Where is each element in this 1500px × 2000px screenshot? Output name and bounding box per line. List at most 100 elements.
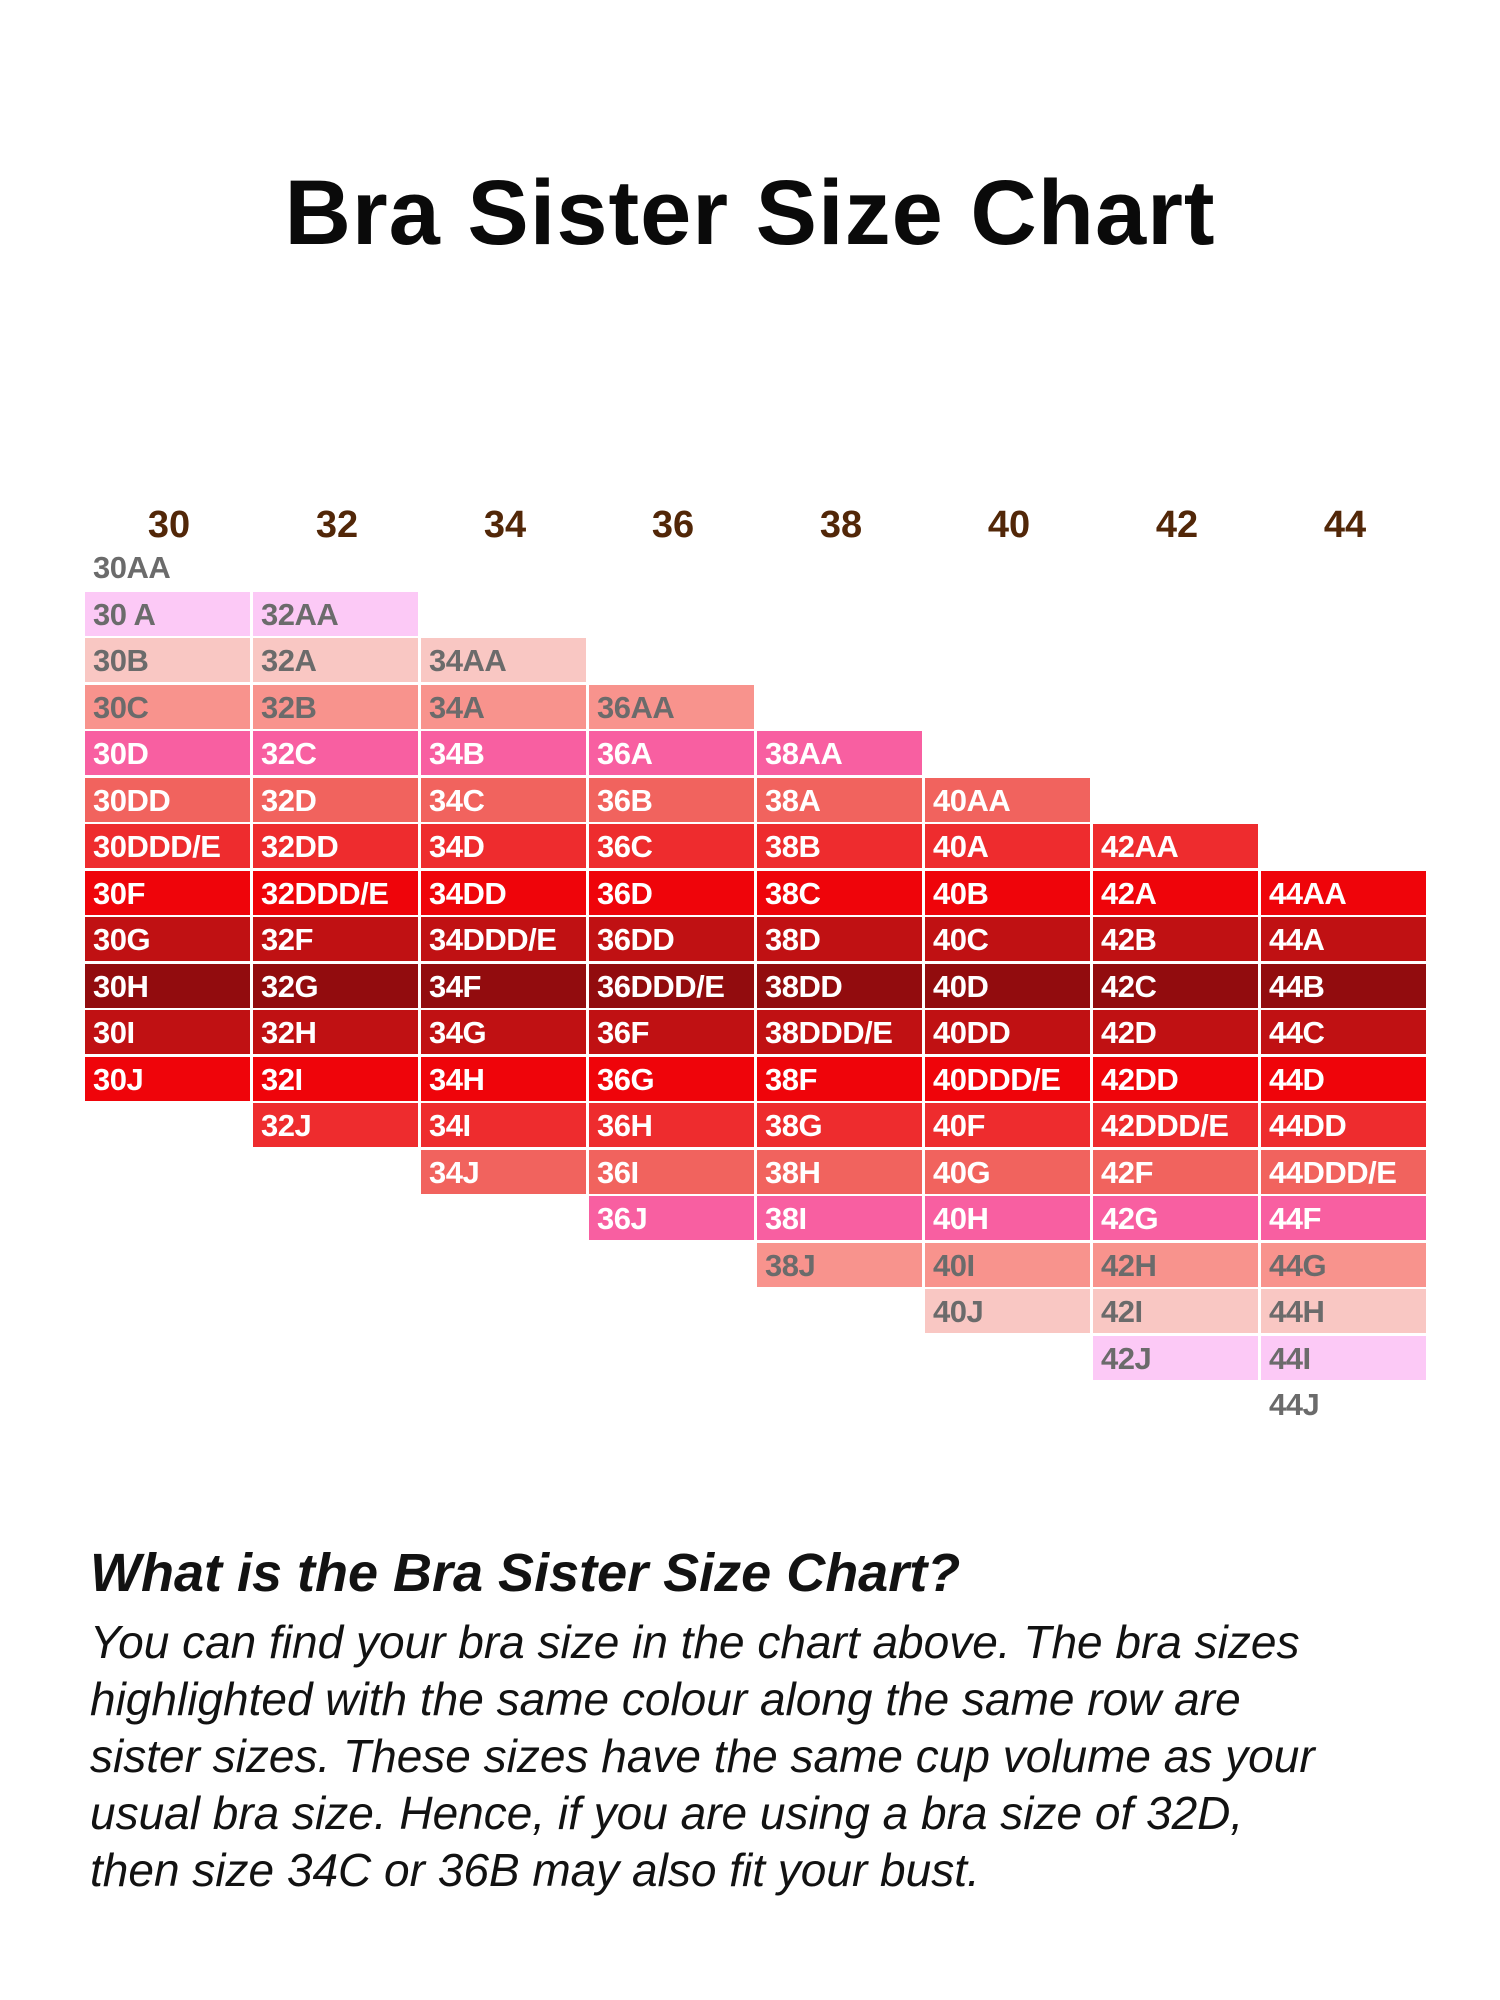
size-cell: 44J <box>1269 1387 1320 1422</box>
size-cell: 34A <box>421 685 586 729</box>
size-cell: 44A <box>1261 917 1426 961</box>
size-cell: 30 A <box>85 592 250 636</box>
size-cell: 44H <box>1261 1289 1426 1333</box>
size-cell: 38DD <box>757 964 922 1008</box>
size-cell: 36J <box>589 1196 754 1240</box>
size-cell: 32D <box>253 778 418 822</box>
size-cell: 36G <box>589 1057 754 1101</box>
size-cell: 32I <box>253 1057 418 1101</box>
size-cell: 30D <box>85 731 250 775</box>
size-cell: 40B <box>925 871 1090 915</box>
size-cell: 36D <box>589 871 754 915</box>
size-cell: 42DDD/E <box>1093 1103 1258 1147</box>
description-line: then size 34C or 36B may also fit your b… <box>90 1844 980 1896</box>
size-cell: 32AA <box>253 592 418 636</box>
size-cell: 44DDD/E <box>1261 1150 1426 1194</box>
size-cell: 38A <box>757 778 922 822</box>
size-cell: 38D <box>757 917 922 961</box>
band-size-header: 40 <box>987 504 1031 546</box>
size-cell: 36A <box>589 731 754 775</box>
size-cell: 44AA <box>1261 871 1426 915</box>
chart-title: Bra Sister Size Chart <box>284 162 1216 264</box>
band-size-header: 42 <box>1155 504 1199 546</box>
band-size-header: 36 <box>651 504 695 546</box>
size-cell: 32F <box>253 917 418 961</box>
size-cell: 44C <box>1261 1010 1426 1054</box>
size-cell: 38B <box>757 824 922 868</box>
size-cell: 36DD <box>589 917 754 961</box>
size-cell: 38J <box>757 1243 922 1287</box>
size-cell: 44I <box>1261 1336 1426 1380</box>
size-cell: 34DDD/E <box>421 917 586 961</box>
size-cell: 30C <box>85 685 250 729</box>
description-line: sister sizes. These sizes have the same … <box>90 1730 1315 1782</box>
size-cell: 40J <box>925 1289 1090 1333</box>
size-cell: 40F <box>925 1103 1090 1147</box>
size-cell: 32H <box>253 1010 418 1054</box>
size-cell: 40I <box>925 1243 1090 1287</box>
description-line: highlighted with the same colour along t… <box>90 1673 1241 1725</box>
size-cell: 30H <box>85 964 250 1008</box>
description-body: You can find your bra size in the chart … <box>90 1614 1460 1899</box>
size-cell: 36I <box>589 1150 754 1194</box>
size-cell: 34D <box>421 824 586 868</box>
size-cell: 30F <box>85 871 250 915</box>
size-cell: 40DDD/E <box>925 1057 1090 1101</box>
size-cell: 30DD <box>85 778 250 822</box>
size-cell: 34B <box>421 731 586 775</box>
size-cell: 42B <box>1093 917 1258 961</box>
size-cell: 44G <box>1261 1243 1426 1287</box>
bra-sister-size-chart: 30 32 34 36 38 40 42 44 30AA 30 A 32AA 30B 32A 34AA 3… <box>85 505 1437 1435</box>
size-cell: 32B <box>253 685 418 729</box>
description-line: usual bra size. Hence, if you are using … <box>90 1787 1244 1839</box>
band-size-header: 32 <box>315 504 359 546</box>
size-cell: 42D <box>1093 1010 1258 1054</box>
size-cell: 38C <box>757 871 922 915</box>
size-cell: 38I <box>757 1196 922 1240</box>
size-cell: 30AA <box>93 550 171 585</box>
size-cell: 40D <box>925 964 1090 1008</box>
size-cell: 32C <box>253 731 418 775</box>
size-cell: 34AA <box>421 638 586 682</box>
size-cell: 32J <box>253 1103 418 1147</box>
size-cell: 34F <box>421 964 586 1008</box>
size-cell: 40AA <box>925 778 1090 822</box>
size-cell: 36AA <box>589 685 754 729</box>
size-cell: 36DDD/E <box>589 964 754 1008</box>
size-cell: 38G <box>757 1103 922 1147</box>
size-cell: 42I <box>1093 1289 1258 1333</box>
size-cell: 40G <box>925 1150 1090 1194</box>
size-cell: 42AA <box>1093 824 1258 868</box>
size-cell: 30B <box>85 638 250 682</box>
size-cell: 34C <box>421 778 586 822</box>
size-cell: 36F <box>589 1010 754 1054</box>
size-cell: 34DD <box>421 871 586 915</box>
size-cell: 34H <box>421 1057 586 1101</box>
size-cell: 36B <box>589 778 754 822</box>
size-cell: 42F <box>1093 1150 1258 1194</box>
size-cell: 38H <box>757 1150 922 1194</box>
size-cell: 38DDD/E <box>757 1010 922 1054</box>
band-size-header: 34 <box>483 504 527 546</box>
size-cell: 32A <box>253 638 418 682</box>
description-section: What is the Bra Sister Size Chart? You c… <box>90 1542 1460 1899</box>
size-cell: 34J <box>421 1150 586 1194</box>
size-cell: 40C <box>925 917 1090 961</box>
size-cell: 34I <box>421 1103 586 1147</box>
size-cell: 42A <box>1093 871 1258 915</box>
size-cell: 32G <box>253 964 418 1008</box>
size-cell: 44F <box>1261 1196 1426 1240</box>
size-cell: 30J <box>85 1057 250 1101</box>
size-cell: 30I <box>85 1010 250 1054</box>
size-cell: 30G <box>85 917 250 961</box>
size-cell: 38F <box>757 1057 922 1101</box>
size-cell: 42C <box>1093 964 1258 1008</box>
size-cell: 38AA <box>757 731 922 775</box>
band-size-header: 38 <box>819 504 863 546</box>
size-cell: 32DDD/E <box>253 871 418 915</box>
size-cell: 30DDD/E <box>85 824 250 868</box>
size-cell: 42H <box>1093 1243 1258 1287</box>
size-cell: 44DD <box>1261 1103 1426 1147</box>
size-cell: 32DD <box>253 824 418 868</box>
